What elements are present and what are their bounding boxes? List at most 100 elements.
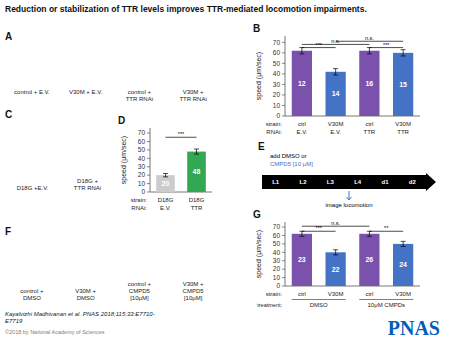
x-category-label: TTR [364,129,376,135]
y-tick-label: 70 [273,39,281,46]
citation-line: E7719 [5,318,23,324]
image-caption: control +CMPD5[10μM] [128,281,152,301]
x-category-label: TTR [397,129,409,135]
image-pointer [349,191,350,199]
x-category-label: V30M [395,291,411,297]
y-tick-label: 60 [138,138,146,145]
error-bar [333,250,338,255]
error-bar-cap [367,53,372,54]
error-bar [367,48,372,54]
sample-size-label: 15 [399,81,407,88]
significance-label: *** [178,131,185,137]
y-axis-label: speed (μm/sec) [255,230,263,278]
y-tick [282,116,285,117]
image-pointer-head [347,197,352,200]
y-tick-label: 40 [138,155,146,162]
bars [292,48,414,116]
y-tick [282,235,285,236]
group-underline [359,299,413,300]
error-bar-stem [196,149,197,154]
stage-label: L1 [272,179,280,185]
error-bar-cap [401,56,406,57]
y-tick [147,192,150,193]
x-category-label: E.V. [296,129,307,135]
y-tick-label: 60 [273,49,281,56]
bar [156,175,175,192]
y-tick [282,84,285,85]
error-bar-cap [299,236,304,237]
image-caption: V30M +CMPD5[10μM] [183,281,205,301]
panel-label: B [253,23,260,34]
y-tick-label: 40 [273,249,281,256]
error-bar-stem [335,250,336,255]
bar [393,244,413,286]
error-bar [367,231,372,236]
figure: Reduction or stabilization of TTR levels… [0,0,450,338]
y-axis-line [285,222,286,286]
error-bar-stem [403,50,404,56]
error-bar-cap [163,176,168,177]
y-tick-label: 10 [273,102,281,109]
x-row-label: strain: [266,121,283,127]
error-bar [194,149,199,154]
error-bar [333,69,338,75]
bar [292,51,312,116]
image-caption: V30M + E.V. [69,89,103,95]
image-caption-line: control + [20,288,44,294]
y-axis-label: speed (μm/sec) [255,52,263,100]
y-tick-label: 20 [138,171,146,178]
image-caption-line: DMSO [77,295,95,301]
bar [326,72,346,116]
diagram-text: add DMSO or [270,153,307,159]
y-tick [282,42,285,43]
sample-size-label: 23 [298,256,306,263]
image-caption: D18G +E.V. [17,185,49,191]
panel-label: F [5,226,11,237]
image-caption-line: [10μM] [130,295,149,301]
panel-label: C [5,109,12,120]
image-caption-line: control + [128,89,152,95]
y-tick [147,183,150,184]
y-tick [282,94,285,95]
group-underline [292,299,346,300]
image-caption: V30M +DMSO [75,288,96,301]
panel-label: G [253,209,261,220]
y-tick [147,166,150,167]
significance-label: n.s. [365,35,374,41]
y-tick-label: 50 [273,240,281,247]
image-panel: C D18G +E.V. D18G +TTR RNAi [5,109,101,191]
stage-label: L3 [327,179,335,185]
y-axis-label: speed (μm/sec) [120,136,128,184]
x-category-label: ctrl [298,291,306,297]
error-bar-stem [301,231,302,236]
bar [359,51,379,116]
y-tick [147,133,150,134]
x-category-label: D18G [189,197,205,203]
image-caption: V30M +TTR RNAi [179,89,206,102]
sample-size-label: 20 [162,180,170,187]
sample-size-label: 16 [365,80,373,87]
y-tick-label: 10 [138,180,146,187]
group-label: 10μM CMPDs [368,302,405,308]
y-axis-line [285,36,286,116]
sample-size-label: 26 [365,256,373,263]
error-bar-cap [333,254,338,255]
x-row-label: treatment: [257,302,282,308]
significance-label: n.s. [331,220,340,226]
error-bar [401,50,406,56]
error-bar-cap [401,246,406,247]
sample-size-label: 14 [332,90,340,97]
y-tick [282,227,285,228]
y-tick [282,243,285,244]
y-tick-label: 30 [273,257,281,264]
image-caption-line: control + [128,281,152,287]
x-category-label: D18G [158,197,174,203]
y-tick-label: 50 [138,146,146,153]
error-bar-cap [299,53,304,54]
error-bar-stem [165,173,166,176]
image-caption: control +DMSO [20,288,44,301]
y-tick-label: 70 [138,129,146,136]
image-caption: D18G +TTR RNAi [74,178,101,191]
error-bar-cap [163,173,168,174]
bar [326,252,346,286]
